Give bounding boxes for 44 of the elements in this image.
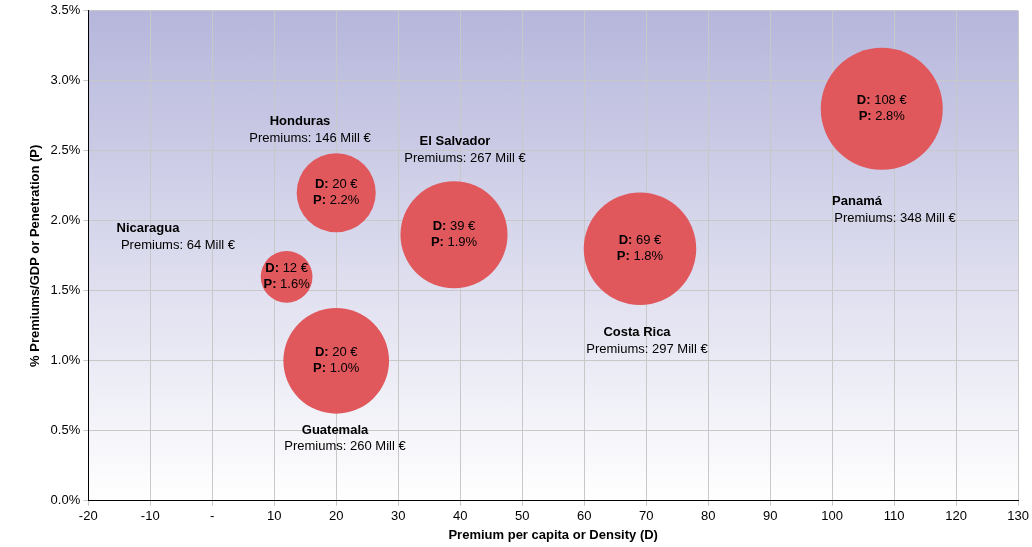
annotation: Premiums: 64 Mill € <box>120 236 236 252</box>
annotation: Premiums: 348 Mill € <box>834 209 957 225</box>
annotation: Premiums: 267 Mill € <box>404 149 527 165</box>
data-label: D: 69 € P: 1.8% <box>616 232 664 264</box>
annotation: Panamá <box>832 192 883 208</box>
x-tick-label: -10 <box>140 508 160 524</box>
x-tick-label: -20 <box>78 508 98 524</box>
annotation: Costa Rica <box>603 323 672 339</box>
x-tick-label: 90 <box>762 508 778 524</box>
x-tick-label: 110 <box>883 508 905 524</box>
data-label: D: 20 € P: 2.2% <box>313 176 360 208</box>
annotation: Premiums: 146 Mill € <box>249 129 372 145</box>
x-tick-label: 100 <box>821 508 844 524</box>
y-tick-label: 1.0% <box>50 352 81 368</box>
x-tick-label: 120 <box>945 508 968 524</box>
x-tick-label: 20 <box>328 508 344 524</box>
data-label: D: 108 € P: 2.8% <box>856 92 908 124</box>
x-tick-label: 130 <box>1007 508 1030 524</box>
x-tick-label: 30 <box>390 508 406 524</box>
y-tick-label: 2.0% <box>50 212 81 228</box>
x-tick-label: 40 <box>452 508 468 524</box>
data-label: D: 12 € P: 1.6% <box>263 260 311 292</box>
x-tick-label: 50 <box>514 508 530 524</box>
x-tick-label: 70 <box>638 508 654 524</box>
annotation: El Salvador <box>419 132 491 148</box>
y-tick-label: 1.5% <box>50 282 81 298</box>
annotation: Honduras <box>269 112 331 128</box>
y-tick-label: 3.0% <box>50 72 81 88</box>
y-tick-label: 0.5% <box>50 422 81 438</box>
x-tick-label: 60 <box>576 508 592 524</box>
y-tick-label: 0.0% <box>50 492 81 508</box>
data-label: D: 20 € P: 1.0% <box>313 344 360 376</box>
x-tick-label: 80 <box>700 508 716 524</box>
y-axis-title: % Premiums/GDP or Penetration (P) <box>27 144 43 367</box>
y-tick-label: 2.5% <box>50 142 81 158</box>
x-axis-title: Premium per capita or Density (D) <box>448 526 658 542</box>
data-label: D: 39 € P: 1.9% <box>430 218 478 250</box>
annotation: Premiums: 297 Mill € <box>586 340 709 356</box>
y-tick-label: 3.5% <box>50 2 81 18</box>
annotation: Nicaragua <box>116 219 181 235</box>
annotation: Premiums: 260 Mill € <box>284 437 407 453</box>
x-tick-label: 10 <box>266 508 282 524</box>
x-tick-label: - <box>210 508 215 524</box>
annotation: Guatemala <box>301 421 369 437</box>
